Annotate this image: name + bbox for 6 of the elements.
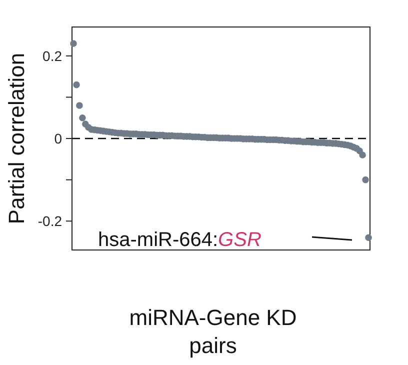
x-axis-title: miRNA-Gene KD pairs <box>129 305 297 358</box>
y-tick-label: 0 <box>54 130 62 146</box>
y-axis-title: Partial correlation <box>4 52 29 224</box>
y-tick-label: -0.2 <box>38 212 62 229</box>
y-tick-label: 0.2 <box>42 48 62 64</box>
annotation: hsa-miR-664:GSR <box>98 229 262 251</box>
